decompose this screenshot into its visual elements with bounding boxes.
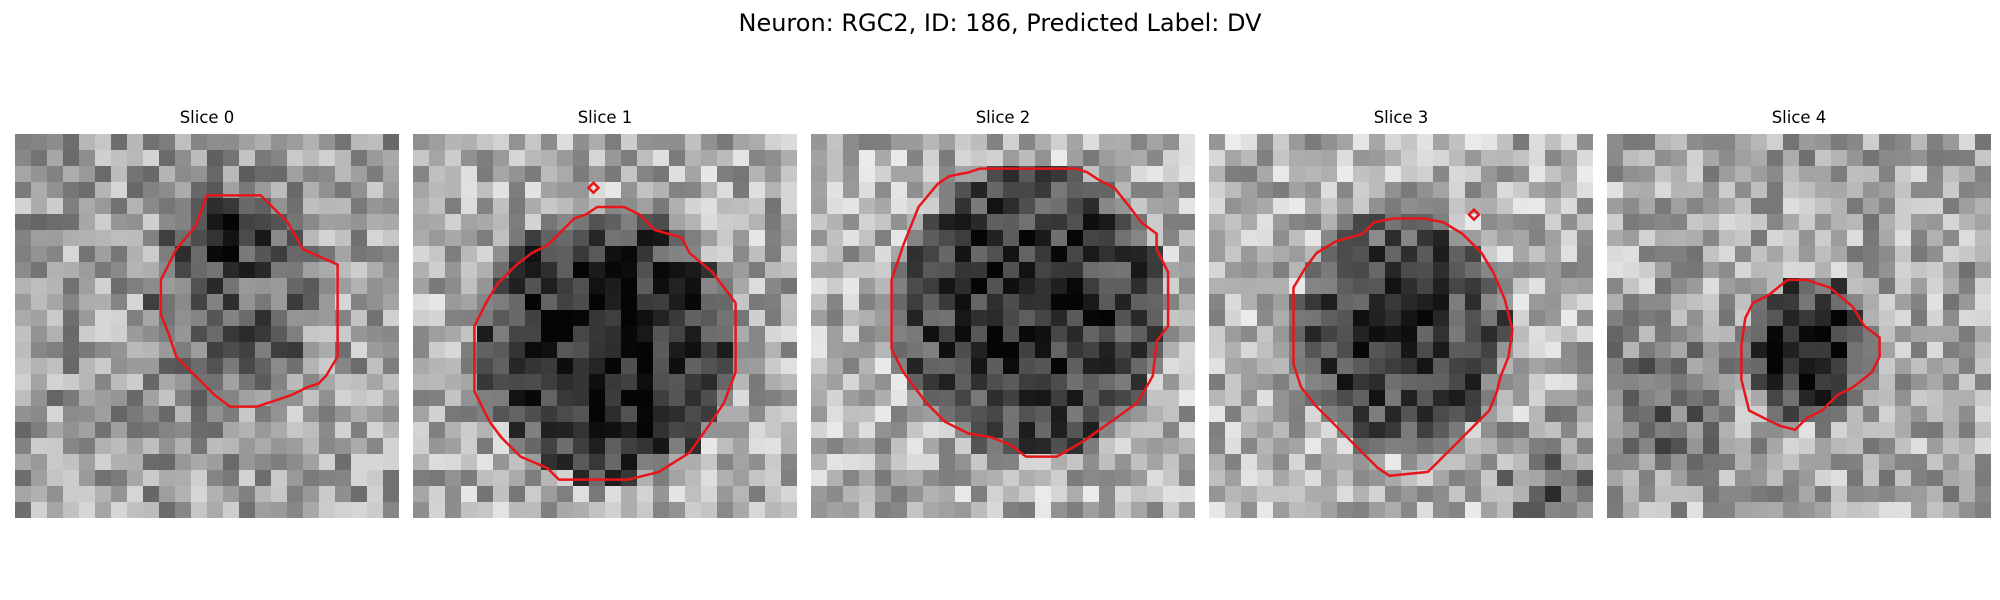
contour-marker	[1467, 207, 1481, 222]
pixel-grid	[1209, 134, 1593, 518]
cell-contour	[159, 194, 339, 408]
slice-title: Slice 2	[975, 108, 1031, 127]
cell-contour	[473, 205, 737, 481]
slice-panel-1: Slice 1	[413, 108, 797, 518]
pixel-grid	[15, 134, 399, 518]
slice-panel-3: Slice 3	[1209, 108, 1593, 518]
slice-image	[1209, 134, 1593, 518]
slice-title: Slice 4	[1771, 108, 1827, 127]
cell-contour	[1292, 217, 1514, 478]
slice-image	[15, 134, 399, 518]
slice-panel-0: Slice 0	[15, 108, 399, 518]
pixel-grid	[811, 134, 1195, 518]
slice-image	[1607, 134, 1991, 518]
cell-contour	[1740, 278, 1881, 432]
slice-image	[811, 134, 1195, 518]
slice-title: Slice 0	[179, 108, 235, 127]
slice-panel-2: Slice 2	[811, 108, 1195, 518]
cell-contour	[890, 167, 1170, 458]
pixel-grid	[413, 134, 797, 518]
slice-panel-4: Slice 4	[1607, 108, 1991, 518]
slice-title: Slice 3	[1373, 108, 1429, 127]
slice-title: Slice 1	[577, 108, 633, 127]
pixel-grid	[1607, 134, 1991, 518]
figure-title: Neuron: RGC2, ID: 186, Predicted Label: …	[738, 9, 1262, 37]
contour-marker	[586, 180, 601, 195]
slice-image	[413, 134, 797, 518]
